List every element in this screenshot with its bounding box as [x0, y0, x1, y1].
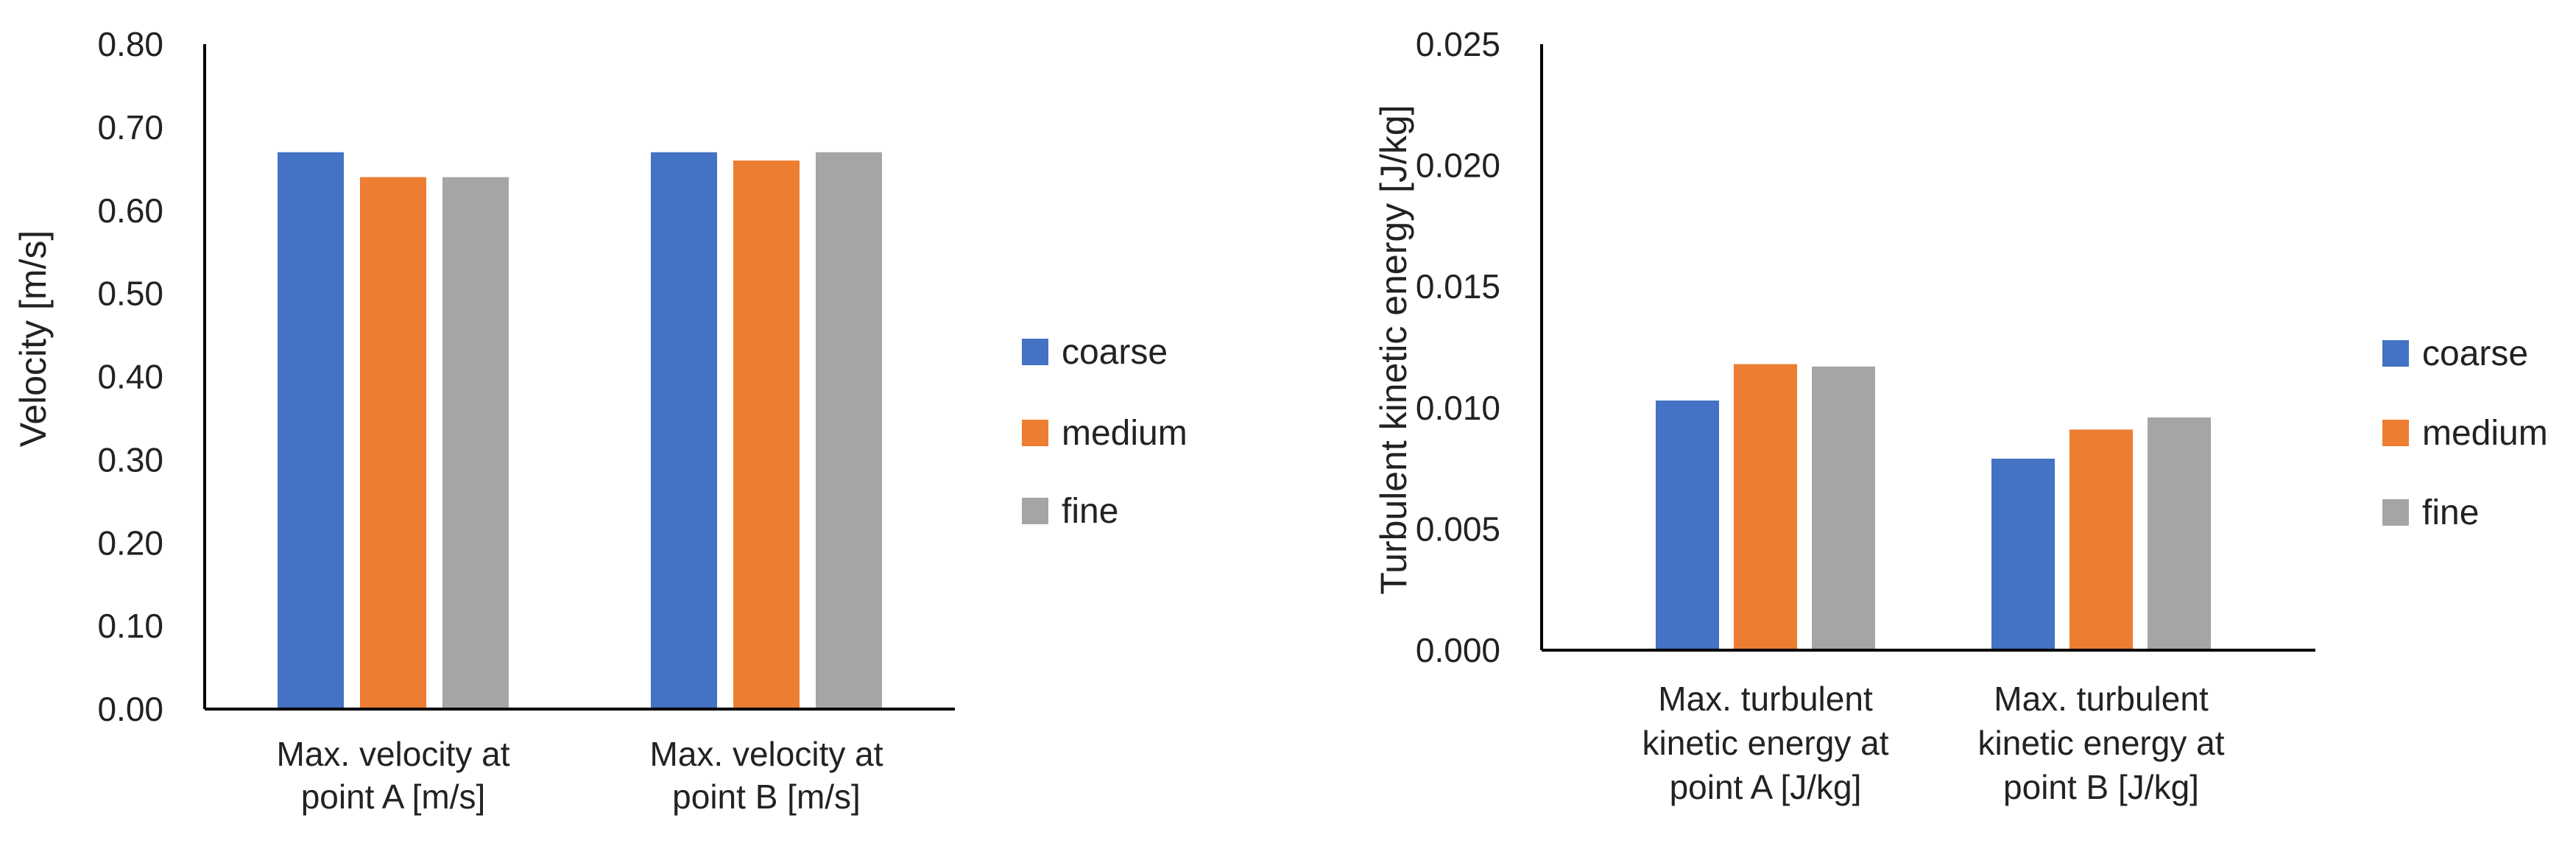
legend-swatch-coarse: [1022, 339, 1048, 365]
y-tick-label: 0.010: [1416, 389, 1500, 427]
bar-coarse-point-b: [1991, 458, 2055, 650]
bar-fine-point-b: [2148, 417, 2211, 650]
bar-coarse-point-a: [1656, 400, 1719, 650]
y-tick-label: 0.50: [97, 275, 163, 313]
y-tick-label: 0.60: [97, 191, 163, 230]
bar-fine-point-a: [1812, 366, 1875, 650]
legend-label-fine: fine: [1062, 492, 1118, 531]
y-tick-label: 0.30: [97, 440, 163, 479]
x-category-label: Max. velocity at point A [m/s]: [277, 735, 510, 816]
y-tick-label: 0.025: [1416, 25, 1500, 63]
bar-fine-point-a: [442, 177, 509, 710]
y-tick-label: 0.00: [97, 690, 163, 728]
bar-medium-point-b: [733, 161, 800, 709]
x-category-label: Max. turbulent kinetic energy at point B […: [1978, 680, 2225, 806]
x-category-label: Max. velocity at point B [m/s]: [650, 735, 883, 816]
legend: coarse medium fine: [2382, 334, 2548, 532]
legend-label-medium: medium: [2422, 414, 2548, 453]
legend-label-medium: medium: [1062, 414, 1188, 453]
bar-coarse-point-b: [651, 152, 717, 710]
turbulent-kinetic-energy-chart: 0.000 0.005 0.010 0.015 0.020 0.025 Turbulent …: [1373, 25, 2548, 806]
bar-coarse-point-a: [278, 152, 344, 710]
legend-label-coarse: coarse: [1062, 333, 1168, 372]
legend-swatch-coarse: [2382, 340, 2409, 367]
y-tick-label: 0.70: [97, 108, 163, 147]
y-tick-label: 0.005: [1416, 510, 1500, 548]
legend-swatch-fine: [2382, 499, 2409, 526]
legend-label-fine: fine: [2422, 493, 2479, 532]
bar-medium-point-b: [2069, 429, 2133, 650]
y-tick-label: 0.20: [97, 524, 163, 562]
bar-fine-point-b: [816, 152, 882, 710]
x-category-label: Max. turbulent kinetic energy at point A […: [1642, 680, 1889, 806]
y-tick-label: 0.40: [97, 358, 163, 396]
legend-swatch-medium: [1022, 420, 1048, 446]
legend: coarse medium fine: [1022, 333, 1188, 531]
legend-label-coarse: coarse: [2422, 334, 2528, 373]
y-axis-title: Velocity [m/s]: [13, 230, 54, 448]
velocity-chart: 0.00 0.10 0.20 0.30 0.40 0.50 0.60 0.70 0.80 Velo…: [13, 25, 1188, 816]
y-axis-title: Turbulent kinetic energy [J/kg]: [1373, 105, 1414, 594]
bar-medium-point-a: [360, 177, 426, 710]
y-tick-label: 0.020: [1416, 147, 1500, 185]
bar-medium-point-a: [1734, 364, 1797, 650]
legend-swatch-fine: [1022, 498, 1048, 524]
legend-swatch-medium: [2382, 420, 2409, 446]
y-tick-label: 0.000: [1416, 631, 1500, 669]
y-tick-label: 0.80: [97, 25, 163, 63]
y-tick-label: 0.015: [1416, 267, 1500, 306]
y-tick-label: 0.10: [97, 607, 163, 645]
